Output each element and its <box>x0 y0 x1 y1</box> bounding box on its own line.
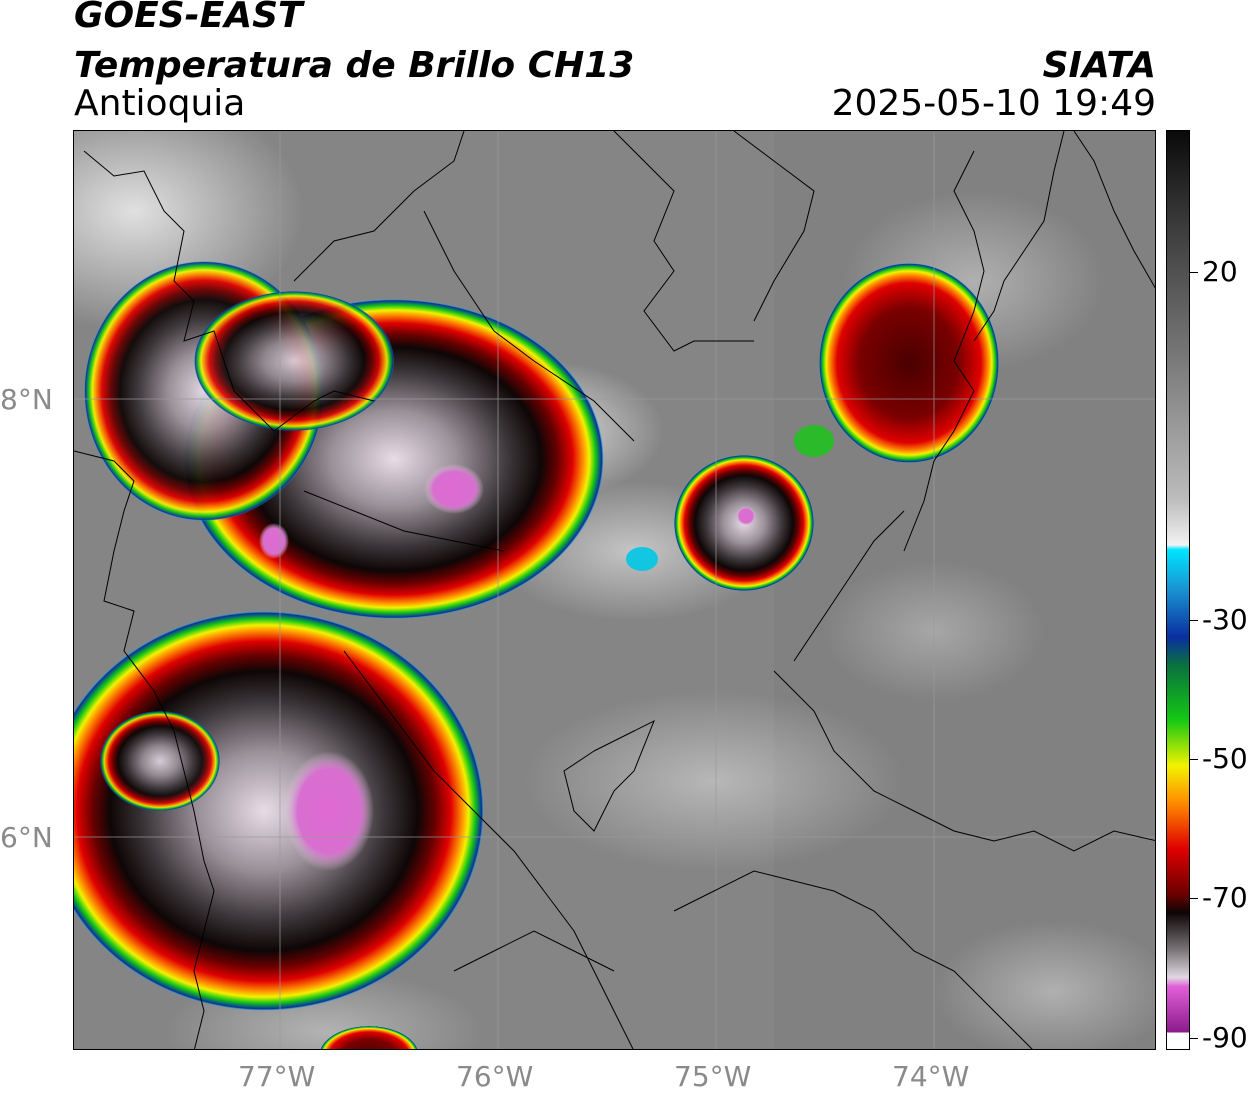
lon-label-74w: 74°W <box>892 1060 970 1093</box>
colorbar-label-minus30: -30 <box>1202 603 1248 636</box>
satellite-title: GOES-EAST <box>74 0 303 36</box>
colorbar-tick <box>1190 898 1198 899</box>
colorbar-gradient <box>1167 131 1189 1049</box>
lon-label-76w: 76°W <box>456 1060 534 1093</box>
lat-label-8n: 8°N <box>0 383 53 416</box>
product-title: Temperatura de Brillo CH13 <box>74 45 635 86</box>
lon-label-77w: 77°W <box>238 1060 316 1093</box>
colorbar-tick <box>1190 620 1198 621</box>
map-canvas <box>74 131 1155 1049</box>
colorbar-tick <box>1190 759 1198 760</box>
lat-label-6n: 6°N <box>0 821 53 854</box>
storm-cell-northeast <box>819 263 999 463</box>
datetime-label: 2025-05-10 19:49 <box>831 83 1156 124</box>
coastline-borders <box>74 131 1155 1049</box>
colorbar-label-20: 20 <box>1202 255 1238 288</box>
colorbar-tick <box>1190 1038 1198 1039</box>
colorbar-label-minus50: -50 <box>1202 742 1248 775</box>
colorbar-tick <box>1190 272 1198 273</box>
storm-cell-southwest <box>74 611 484 1011</box>
organization-label: SIATA <box>1042 45 1156 86</box>
temperature-colorbar <box>1166 130 1190 1050</box>
lon-label-75w: 75°W <box>674 1060 752 1093</box>
colorbar-label-minus90: -90 <box>1202 1021 1248 1054</box>
satellite-map[interactable] <box>73 130 1156 1050</box>
colorbar-label-minus70: -70 <box>1202 881 1248 914</box>
region-title: Antioquia <box>74 83 246 124</box>
